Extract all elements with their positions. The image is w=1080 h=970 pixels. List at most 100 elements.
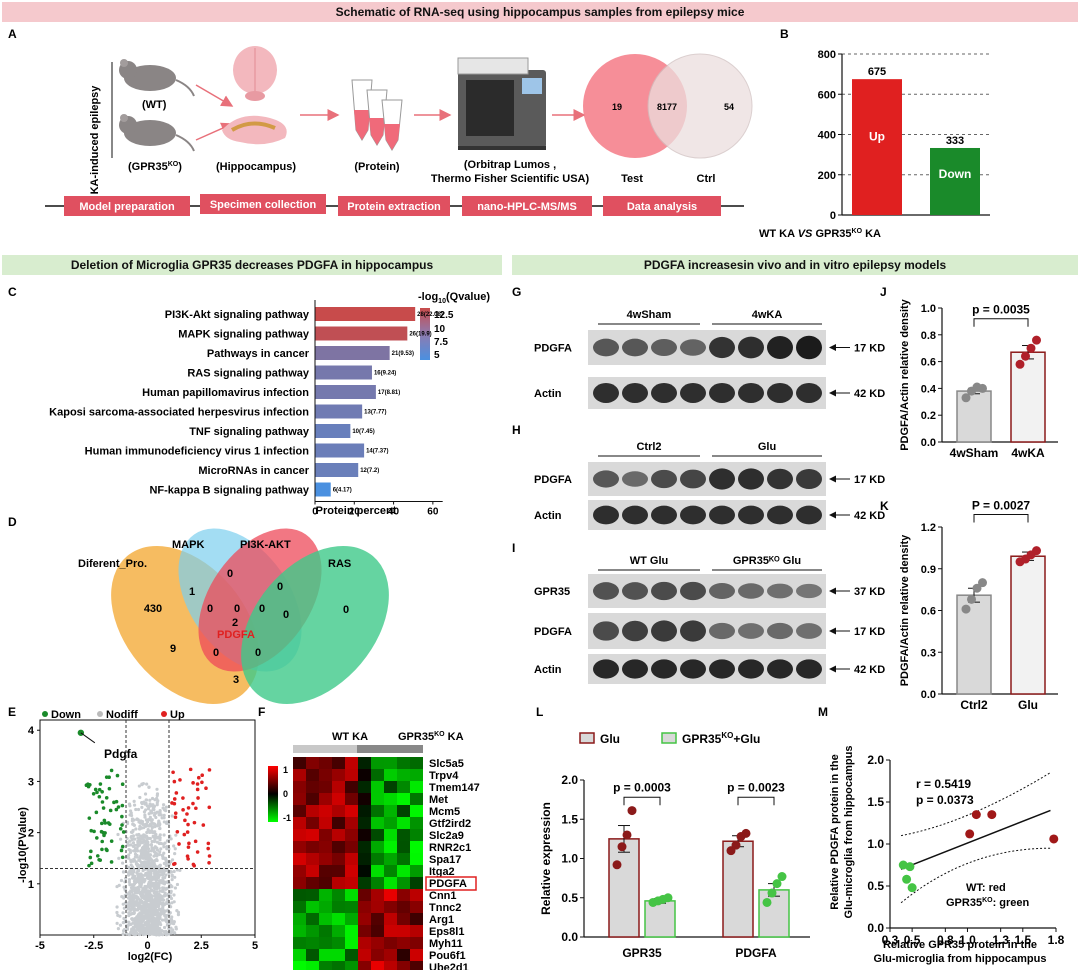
point-nodiff [162,886,166,890]
point-nodiff [165,900,169,904]
heatmap-cell [397,769,410,781]
heatmap-cell [384,877,397,889]
blot-band [709,383,735,403]
point-nodiff [127,880,131,884]
point-nodiff [147,899,152,903]
point-nodiff [143,902,147,906]
heatmap-cell [306,925,319,937]
blot-band [738,468,764,490]
y-tick-label: 0.0 [561,930,578,944]
heatmap-cell [345,865,358,877]
heatmap-gene-label: RNR2c1 [429,842,471,854]
heatmap-cell [319,769,332,781]
point-up [173,861,177,866]
scatter-point-ko [907,883,917,893]
panel-letter-i: I [512,541,515,555]
heatmap-cell [358,865,371,877]
heatmap-cell [371,793,384,805]
venn-num-2: 2 [232,617,238,629]
panel-a: KA-induced epilepsy (WT) (GPR35KO) (Hipp… [45,46,753,216]
blot-band [709,505,735,525]
point-nodiff [144,873,148,877]
point-down [86,784,91,789]
y-tick-label: 0.5 [561,891,578,905]
heatmap-cell [358,817,371,829]
y-tick-label: 0.0 [867,921,884,935]
heatmap-gene-label: Cnn1 [429,890,457,902]
heatmap-cell [384,853,397,865]
panel-f-heatmap: WT KA GPR35KO KA 1 0 -1 Slc5a5Trpv4Tmem1… [268,731,480,970]
point-up [195,787,200,792]
lane-group-label: 4wKA [752,309,783,321]
point-nodiff [164,873,168,877]
point-nodiff [157,841,162,846]
heatmap-cell [384,841,397,853]
pdgfa-leader-line [80,732,96,744]
bar-gpr35-series0 [608,838,640,938]
blot-band [796,469,822,489]
heatmap-cell [319,901,332,913]
point-nodiff [149,901,153,905]
point-nodiff [172,900,176,904]
venn-label-mapk: MAPK [172,539,204,551]
y-tick-label: 2.0 [561,773,578,787]
panel-b-bar-chart: WT KA VS GPR35KO KA 0 200 400 600 800 675 Up 33… [759,49,990,240]
point-nodiff [148,885,152,890]
bar-pdgfa-series0 [722,840,754,938]
point-nodiff [132,928,136,932]
point-nodiff [157,879,162,883]
point-down [109,768,114,773]
point-nodiff [170,858,175,862]
point-nodiff [125,841,130,845]
panel-letter-k: K [880,499,889,513]
venn-test-label: Test [621,173,643,185]
point-nodiff [148,802,152,806]
point-nodiff [149,843,153,847]
pathway-name: NF-kappa B signaling pathway [149,485,309,497]
kd-label: 17 KD [854,343,885,355]
point-down [98,782,103,786]
heatmap-cell [371,829,384,841]
point-down [93,787,98,792]
point-nodiff [146,847,151,851]
heatmap-cell [358,805,371,817]
heatmap-cell [319,913,332,925]
heatmap-cell [410,913,423,925]
point-nodiff [136,807,141,812]
point-up [187,841,191,846]
point-up [192,863,196,868]
heatmap-cell [371,757,384,769]
venn-highlight-pdgfa: PDGFA [217,629,255,641]
blot-band [651,505,677,525]
point-nodiff [148,822,153,826]
data-point [961,604,971,614]
step-nano-hplc: nano-HPLC-MS/MS [477,201,577,213]
pathway-name: Human immunodeficiency virus 1 infection [85,446,310,458]
point-nodiff [162,925,167,930]
point-nodiff [115,910,119,915]
heatmap-cell [358,781,371,793]
heatmap-cell [306,781,319,793]
heatmap-cell [358,793,371,805]
point-nodiff [117,883,121,887]
point-down [105,848,109,853]
point-nodiff [142,879,146,883]
point-nodiff [152,916,156,920]
point-nodiff [175,868,180,872]
pipeline-steps: Model preparation Specimen collection Pr… [64,194,721,216]
heatmap-cell [319,889,332,901]
y-tick-label: 0.0 [921,689,936,701]
y-tick-label: 1.5 [561,812,578,826]
hippocampus-label: (Hippocampus) [216,161,296,173]
kd-label: 37 KD [854,586,885,598]
point-nodiff [155,870,159,875]
heatmap-cell [319,877,332,889]
point-nodiff [161,854,165,858]
point-nodiff [145,804,149,808]
venn-num-9: 9 [170,643,176,655]
heatmap-cell [384,769,397,781]
point-nodiff [148,853,152,857]
heatmap-cell [306,949,319,961]
heatmap-scale-neg1: -1 [283,813,291,823]
blot-band [738,583,764,599]
